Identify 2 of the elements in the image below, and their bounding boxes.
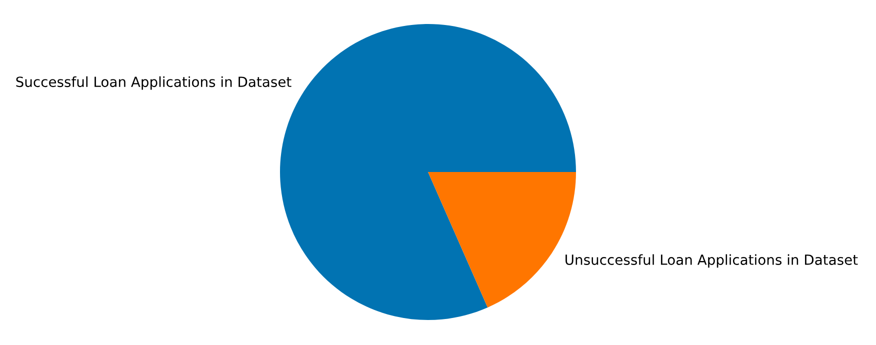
slice-label: Unsuccessful Loan Applications in Dataset (566, 254, 858, 268)
slice-label: Successful Loan Applications in Dataset (16, 76, 292, 90)
